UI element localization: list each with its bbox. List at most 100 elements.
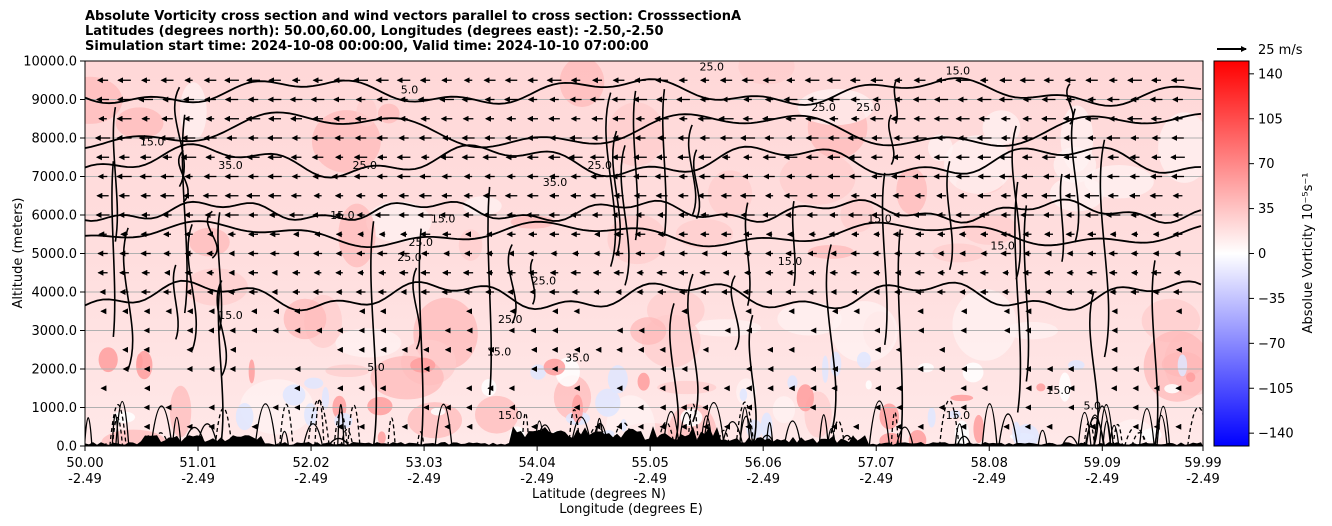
contour-line [172, 264, 179, 340]
contour-label: 5.0 [367, 361, 385, 374]
contour-line [214, 407, 233, 446]
y-tick-label: 10000.0 [23, 55, 77, 70]
y-tick-label: 1000.0 [32, 401, 78, 416]
x-tick-label-latitude: 53.03 [405, 456, 442, 471]
contour-line [412, 267, 421, 350]
vorticity-patch [607, 214, 667, 265]
wind-vectors [94, 77, 1185, 446]
contour-line [115, 400, 130, 446]
contour-label: 25.0 [353, 159, 378, 172]
contour-line [1083, 420, 1096, 446]
contour-line [387, 417, 396, 446]
quiver-key: 25 m/s [1217, 43, 1303, 58]
contour-line [692, 149, 701, 220]
x-tick-label-longitude: -2.49 [1186, 472, 1220, 487]
contour-label: 15.0 [140, 136, 165, 149]
contour-line [217, 212, 223, 331]
low-level-patch [760, 412, 773, 441]
low-level-patch [962, 362, 984, 383]
low-level-patch [865, 380, 872, 390]
low-level-patch [595, 388, 621, 417]
contour-line [739, 407, 751, 446]
vorticity-patch [377, 103, 400, 124]
contour-line [279, 403, 294, 446]
low-level-patch [1186, 372, 1196, 383]
low-level-patch [571, 394, 583, 424]
contour-line [434, 404, 453, 446]
low-level-patch [235, 402, 254, 431]
contour-line [340, 428, 354, 446]
contour-line [370, 221, 378, 446]
low-level-patch [136, 353, 143, 369]
contour-label: 35.0 [565, 351, 590, 364]
colorbar-gradient [1213, 60, 1250, 447]
contour-line [895, 426, 914, 446]
contour-label: 25.0 [699, 61, 724, 74]
vorticity-patch [1158, 112, 1203, 183]
x-tick-label-latitude: 57.07 [858, 456, 895, 471]
contour-line [981, 403, 998, 446]
vorticity-patch [463, 196, 502, 216]
contour-label: 5.0 [1083, 399, 1101, 412]
colorbar-tick-label: −35 [1258, 292, 1285, 307]
colorbar-tick-label: 0 [1258, 247, 1266, 262]
low-level-patch [787, 375, 798, 390]
contour-line [529, 258, 536, 305]
contour-line [150, 405, 173, 446]
x-tick-label-longitude: -2.49 [520, 472, 554, 487]
vorticity-patch [772, 396, 796, 424]
contour-line [187, 224, 197, 351]
x-tick-label-latitude: 54.04 [519, 456, 556, 471]
y-tick-label: 9000.0 [32, 93, 78, 108]
contour-labels: 5.0 25.0 25.0 15.0 25.0 25.0 15.0 25.0 25.0 35.0 3… [140, 50, 1101, 422]
x-tick-label-longitude: -2.49 [181, 472, 215, 487]
contour-line [1084, 416, 1106, 446]
colorbar-tick-label: 140 [1258, 67, 1283, 82]
low-level-patch [377, 431, 386, 445]
low-level-patch [856, 351, 871, 369]
x-tick-label-longitude: -2.49 [633, 472, 667, 487]
contour-label: 35.0 [218, 159, 243, 172]
x-tick-label-longitude: -2.49 [407, 472, 441, 487]
chart-title: Absolute Vorticity cross section and win… [85, 9, 741, 54]
vorticity-patch [1060, 105, 1094, 172]
contour-label: 15.0 [431, 213, 456, 226]
x-tick-label-longitude: -2.49 [859, 472, 893, 487]
y-axis: 0.0 1000.0 2000.0 3000.0 4000.0 5000.0 6000.0 7… [23, 55, 85, 455]
y-tick-label: 8000.0 [32, 132, 78, 147]
contour-label: 15.0 [946, 409, 971, 422]
x-tick-label-latitude: 55.05 [632, 456, 669, 471]
contour-line [791, 201, 796, 287]
x-tick-label-longitude: -2.49 [972, 472, 1006, 487]
contour-line [868, 400, 891, 446]
colorbar: 140 105 70 35 0 −35 −70 −105 −140 Absolue Vortic… [1213, 60, 1316, 447]
contour-line [1093, 405, 1112, 446]
low-level-patch [1014, 424, 1039, 446]
vorticity-patch [982, 110, 1021, 145]
low-level-patch [607, 365, 628, 394]
contour-line [998, 413, 1019, 446]
contour-label: 25.0 [397, 251, 422, 264]
contour-label: 15.0 [1046, 384, 1071, 397]
contour-label: 15.0 [990, 240, 1015, 253]
contour-label: 25.0 [744, 50, 769, 63]
contour-line [1187, 406, 1203, 446]
terrain [85, 426, 1203, 446]
low-level-patch [879, 432, 903, 446]
x-tick-label-latitude: 59.09 [1084, 456, 1121, 471]
colorbar-label: Absolue Vorticity 10⁻⁵s⁻¹ [1301, 173, 1316, 334]
contour-line [1059, 173, 1065, 262]
low-level-patch [918, 362, 934, 373]
vorticity-patch [115, 107, 164, 139]
colorbar-tick-label: −140 [1258, 427, 1294, 442]
contour-line [1131, 432, 1148, 446]
low-level-patch [1177, 354, 1188, 377]
low-level-patch [830, 351, 842, 377]
contour-line [111, 161, 116, 338]
contour-line [687, 403, 700, 446]
contour-line [825, 244, 837, 434]
colorbar-tick-label: 70 [1258, 157, 1275, 172]
contour-line [954, 423, 965, 446]
y-tick-label: 2000.0 [32, 363, 78, 378]
